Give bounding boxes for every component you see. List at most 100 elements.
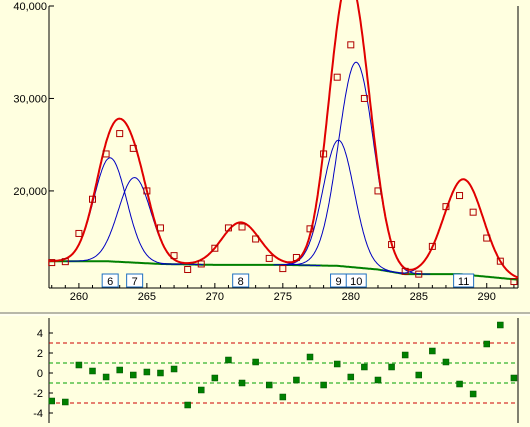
residual-point bbox=[75, 361, 83, 369]
residual-point bbox=[143, 368, 151, 376]
residual-y-tick-label: -2 bbox=[33, 388, 43, 400]
residual-point bbox=[429, 347, 436, 355]
x-tick-label: 285 bbox=[410, 291, 428, 303]
residual-point bbox=[333, 360, 341, 368]
residual-point bbox=[347, 373, 355, 381]
data-point bbox=[252, 235, 260, 243]
residual-point bbox=[130, 371, 137, 379]
residual-point bbox=[401, 351, 409, 359]
residual-point bbox=[483, 340, 490, 348]
residual-point bbox=[102, 373, 110, 381]
y-tick-label: 40,000 bbox=[13, 1, 47, 13]
data-point bbox=[116, 130, 124, 138]
peak-label: 10 bbox=[350, 276, 362, 288]
peak-label-box bbox=[345, 273, 367, 288]
data-point bbox=[360, 94, 368, 102]
peak-label: 11 bbox=[458, 276, 469, 288]
x-tick-label: 260 bbox=[70, 291, 88, 303]
data-point bbox=[170, 252, 178, 260]
residual-point bbox=[279, 393, 287, 401]
data-point bbox=[347, 41, 355, 49]
data-point bbox=[442, 203, 450, 211]
fit-curve bbox=[49, 0, 519, 279]
peak-label: 6 bbox=[107, 276, 113, 288]
residual-y-tick-label: 4 bbox=[37, 328, 43, 340]
data-point bbox=[292, 253, 300, 261]
peak-label-box bbox=[101, 273, 119, 288]
peak-label-box bbox=[453, 273, 475, 288]
data-point bbox=[469, 208, 477, 216]
residual-point bbox=[293, 376, 300, 384]
data-point bbox=[483, 234, 491, 242]
residual-point bbox=[415, 371, 423, 379]
data-point bbox=[333, 73, 341, 81]
residual-point bbox=[388, 363, 395, 371]
residual-point bbox=[374, 376, 382, 384]
data-point bbox=[374, 187, 382, 195]
y-tick-label: 20,000 bbox=[13, 186, 47, 198]
data-point bbox=[456, 192, 464, 200]
peak-label: 7 bbox=[132, 276, 138, 288]
data-point bbox=[510, 278, 518, 286]
x-tick-label: 290 bbox=[478, 291, 496, 303]
data-point bbox=[279, 265, 287, 273]
residual-point bbox=[238, 379, 246, 387]
data-point bbox=[102, 150, 110, 158]
data-point bbox=[265, 254, 273, 262]
y-tick-label: 30,000 bbox=[13, 93, 47, 105]
residual-y-tick-label: 0 bbox=[37, 368, 43, 380]
data-point bbox=[129, 144, 137, 152]
residual-point bbox=[442, 358, 450, 366]
x-tick-label: 265 bbox=[138, 291, 156, 303]
x-tick-label: 275 bbox=[274, 291, 292, 303]
residual-point bbox=[89, 367, 96, 375]
data-point bbox=[156, 224, 164, 232]
peak-label: 9 bbox=[335, 276, 341, 288]
residual-point bbox=[184, 401, 191, 409]
data-point bbox=[428, 242, 436, 250]
residual-point bbox=[170, 365, 178, 373]
residual-point bbox=[157, 369, 164, 377]
data-point bbox=[415, 270, 423, 278]
peak-label-box bbox=[126, 273, 144, 288]
component-peak-curve bbox=[282, 61, 431, 275]
residual-point bbox=[361, 363, 368, 371]
data-point bbox=[401, 267, 409, 275]
residual-point bbox=[456, 380, 463, 388]
data-point bbox=[75, 229, 83, 237]
residual-point bbox=[497, 321, 504, 329]
data-point bbox=[61, 258, 69, 266]
residual-point bbox=[198, 386, 205, 394]
residual-point bbox=[306, 353, 314, 361]
residual-y-tick-label: 2 bbox=[37, 348, 43, 360]
data-point bbox=[211, 244, 219, 252]
residual-point bbox=[510, 374, 518, 382]
data-point bbox=[388, 241, 396, 249]
residual-point bbox=[252, 358, 259, 366]
data-point bbox=[48, 259, 56, 267]
residual-point bbox=[225, 356, 232, 364]
x-tick-label: 280 bbox=[342, 291, 360, 303]
residual-point bbox=[62, 398, 69, 406]
data-point bbox=[224, 224, 232, 232]
peak-label: 8 bbox=[238, 276, 244, 288]
data-point bbox=[89, 195, 97, 203]
data-point bbox=[238, 223, 246, 231]
data-point bbox=[143, 187, 151, 195]
residual-point bbox=[320, 381, 327, 389]
data-point bbox=[197, 260, 205, 268]
peak-label-box bbox=[232, 273, 250, 288]
data-point bbox=[320, 150, 328, 158]
data-point bbox=[184, 266, 192, 274]
residual-point bbox=[48, 397, 55, 405]
data-point bbox=[496, 257, 504, 265]
residual-point bbox=[265, 381, 273, 389]
residual-point bbox=[211, 374, 219, 382]
residual-y-tick-label: -4 bbox=[33, 408, 43, 420]
residual-point bbox=[469, 390, 477, 398]
x-tick-label: 270 bbox=[206, 291, 224, 303]
data-point bbox=[306, 225, 314, 233]
residual-point bbox=[116, 366, 123, 374]
